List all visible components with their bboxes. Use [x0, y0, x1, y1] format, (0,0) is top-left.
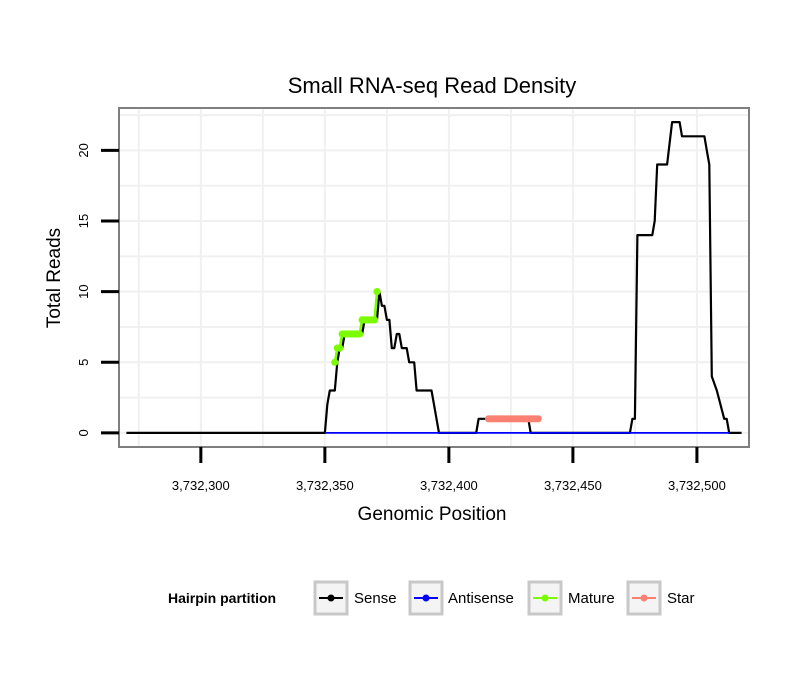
legend-key-dot-antisense [422, 594, 430, 602]
legend-key-dot-sense [327, 594, 335, 602]
chart-title: Small RNA-seq Read Density [288, 73, 577, 98]
legend-label-antisense: Antisense [448, 590, 514, 607]
plot-border [118, 107, 750, 448]
legend-label-star: Star [667, 590, 695, 607]
legend-label-sense: Sense [354, 590, 397, 607]
legend: Hairpin partition Sense Antisense Mature St… [168, 580, 695, 616]
x-tick-label: 3,732,350 [296, 478, 354, 493]
data-point-mature [370, 316, 379, 324]
axes: 3,732,300 3,732,350 3,732,400 3,732,450 3,73… [76, 143, 726, 493]
x-tick-label: 3,732,300 [172, 478, 230, 493]
grid [119, 108, 749, 447]
x-tick-label: 3,732,400 [420, 478, 478, 493]
x-tick-label: 3,732,450 [544, 478, 602, 493]
y-tick-label: 5 [76, 359, 91, 366]
y-tick-label: 10 [76, 284, 91, 298]
series-layer [126, 121, 742, 434]
y-tick-label: 15 [76, 214, 91, 228]
y-axis-title: Total Reads [44, 228, 65, 328]
x-tick-label: 3,732,500 [668, 478, 726, 493]
y-tick-label: 20 [76, 143, 91, 157]
data-point-mature [373, 288, 381, 296]
data-point-star [534, 415, 542, 423]
series-line-sense [126, 121, 742, 434]
legend-label-mature: Mature [568, 590, 615, 607]
data-point-mature [331, 358, 339, 366]
data-point-mature [356, 330, 364, 338]
data-point-mature [336, 344, 344, 352]
legend-key-dot-mature [541, 594, 549, 602]
legend-title: Hairpin partition [168, 590, 276, 606]
x-axis-title: Genomic Position [358, 504, 507, 525]
y-tick-label: 0 [76, 429, 91, 436]
legend-key-dot-star [640, 594, 648, 602]
